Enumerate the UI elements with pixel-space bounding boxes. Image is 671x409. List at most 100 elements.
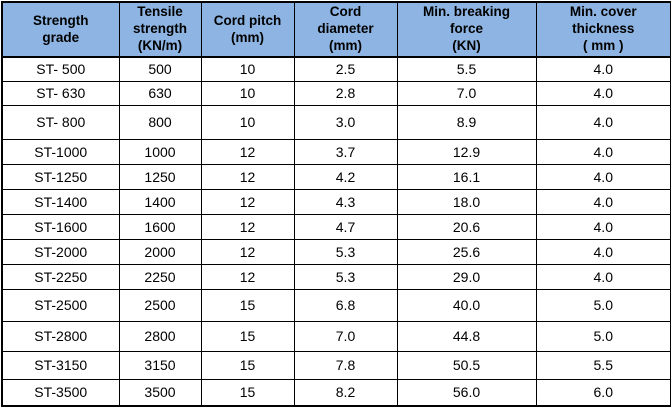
cell-cord-diameter: 4.2 [293, 163, 398, 190]
cell-min-breaking-force: 20.6 [396, 213, 537, 240]
cell-cord-pitch: 15 [200, 288, 295, 322]
table-row: ST-1000 1000 12 3.7 12.9 4.0 [1, 138, 671, 165]
table-row: ST-1400 1400 12 4.3 18.0 4.0 [1, 188, 671, 215]
table-row: ST-2250 2250 12 5.3 29.0 4.0 [1, 263, 671, 290]
cell-cord-diameter: 2.8 [293, 80, 398, 106]
cell-min-breaking-force: 8.9 [396, 104, 537, 140]
column-header-min-breaking-force: Min. breaking force (KN) [396, 1, 537, 58]
cell-tensile-strength: 3150 [118, 350, 202, 380]
cell-cord-diameter: 5.3 [293, 238, 398, 265]
cell-cord-pitch: 12 [200, 188, 295, 215]
cell-tensile-strength: 1000 [118, 138, 202, 165]
column-header-cord-pitch: Cord pitch (mm) [200, 1, 295, 58]
cell-cord-pitch: 12 [200, 213, 295, 240]
cell-min-breaking-force: 16.1 [396, 163, 537, 190]
cell-tensile-strength: 2500 [118, 288, 202, 322]
cell-cord-pitch: 10 [200, 80, 295, 106]
table-row: ST- 630 630 10 2.8 7.0 4.0 [1, 80, 671, 106]
cell-strength-grade: ST-1400 [1, 188, 120, 215]
cell-cord-pitch: 12 [200, 238, 295, 265]
cell-min-cover-thickness: 5.0 [535, 288, 671, 322]
cell-strength-grade: ST-2800 [1, 320, 120, 352]
cell-strength-grade: ST-1600 [1, 213, 120, 240]
table-row: ST-3500 3500 15 8.2 56.0 6.0 [1, 378, 671, 407]
cell-min-breaking-force: 12.9 [396, 138, 537, 165]
table-row: ST-3150 3150 15 7.8 50.5 5.5 [1, 350, 671, 380]
cell-tensile-strength: 2800 [118, 320, 202, 352]
cell-cord-pitch: 15 [200, 378, 295, 407]
column-header-strength-grade: Strength grade [1, 1, 120, 58]
cell-strength-grade: ST-3150 [1, 350, 120, 380]
table-header: Strength grade Tensile strength (KN/m) C… [1, 1, 671, 58]
cell-min-cover-thickness: 6.0 [535, 378, 671, 407]
table-row: ST-2800 2800 15 7.0 44.8 5.0 [1, 320, 671, 352]
cell-cord-diameter: 6.8 [293, 288, 398, 322]
cell-cord-diameter: 8.2 [293, 378, 398, 407]
cell-min-breaking-force: 40.0 [396, 288, 537, 322]
cell-min-cover-thickness: 4.0 [535, 163, 671, 190]
table-row: ST-2000 2000 12 5.3 25.6 4.0 [1, 238, 671, 265]
header-row: Strength grade Tensile strength (KN/m) C… [1, 1, 671, 58]
cell-cord-diameter: 7.0 [293, 320, 398, 352]
column-header-cord-diameter: Cord diameter (mm) [293, 1, 398, 58]
cell-strength-grade: ST-1250 [1, 163, 120, 190]
cell-strength-grade: ST- 630 [1, 80, 120, 106]
cell-strength-grade: ST-2000 [1, 238, 120, 265]
cell-tensile-strength: 500 [118, 56, 202, 82]
cell-min-breaking-force: 5.5 [396, 56, 537, 82]
cell-strength-grade: ST-3500 [1, 378, 120, 407]
cell-strength-grade: ST- 800 [1, 104, 120, 140]
table-row: ST-1600 1600 12 4.7 20.6 4.0 [1, 213, 671, 240]
cell-min-breaking-force: 25.6 [396, 238, 537, 265]
cell-min-breaking-force: 18.0 [396, 188, 537, 215]
cell-tensile-strength: 630 [118, 80, 202, 106]
cell-min-breaking-force: 44.8 [396, 320, 537, 352]
cell-cord-pitch: 10 [200, 56, 295, 82]
table-row: ST-2500 2500 15 6.8 40.0 5.0 [1, 288, 671, 322]
cell-cord-diameter: 4.3 [293, 188, 398, 215]
cell-strength-grade: ST-1000 [1, 138, 120, 165]
cell-strength-grade: ST-2250 [1, 263, 120, 290]
cell-tensile-strength: 1400 [118, 188, 202, 215]
cell-cord-pitch: 12 [200, 163, 295, 190]
table-row: ST- 800 800 10 3.0 8.9 4.0 [1, 104, 671, 140]
cell-tensile-strength: 800 [118, 104, 202, 140]
cell-min-cover-thickness: 4.0 [535, 263, 671, 290]
cell-tensile-strength: 1600 [118, 213, 202, 240]
cell-min-breaking-force: 7.0 [396, 80, 537, 106]
column-header-tensile-strength: Tensile strength (KN/m) [118, 1, 202, 58]
cell-min-cover-thickness: 4.0 [535, 138, 671, 165]
cell-strength-grade: ST-2500 [1, 288, 120, 322]
cell-min-breaking-force: 50.5 [396, 350, 537, 380]
cell-cord-pitch: 15 [200, 320, 295, 352]
cell-cord-diameter: 4.7 [293, 213, 398, 240]
cell-min-cover-thickness: 4.0 [535, 238, 671, 265]
cell-cord-pitch: 15 [200, 350, 295, 380]
cell-min-cover-thickness: 4.0 [535, 56, 671, 82]
cell-min-cover-thickness: 4.0 [535, 213, 671, 240]
cell-cord-diameter: 7.8 [293, 350, 398, 380]
table-body: ST- 500 500 10 2.5 5.5 4.0 ST- 630 630 10 2.8 7.0 4… [1, 56, 671, 407]
cell-cord-diameter: 3.7 [293, 138, 398, 165]
cell-tensile-strength: 1250 [118, 163, 202, 190]
cell-min-cover-thickness: 4.0 [535, 188, 671, 215]
cell-cord-diameter: 5.3 [293, 263, 398, 290]
cell-min-cover-thickness: 5.5 [535, 350, 671, 380]
cell-strength-grade: ST- 500 [1, 56, 120, 82]
cell-tensile-strength: 2000 [118, 238, 202, 265]
table-row: ST- 500 500 10 2.5 5.5 4.0 [1, 56, 671, 82]
cell-cord-pitch: 10 [200, 104, 295, 140]
cell-min-breaking-force: 29.0 [396, 263, 537, 290]
cell-cord-diameter: 2.5 [293, 56, 398, 82]
cell-cord-pitch: 12 [200, 138, 295, 165]
cell-tensile-strength: 2250 [118, 263, 202, 290]
cell-tensile-strength: 3500 [118, 378, 202, 407]
cell-min-cover-thickness: 4.0 [535, 80, 671, 106]
cell-cord-pitch: 12 [200, 263, 295, 290]
table-row: ST-1250 1250 12 4.2 16.1 4.0 [1, 163, 671, 190]
cell-min-cover-thickness: 5.0 [535, 320, 671, 352]
column-header-min-cover-thickness: Min. cover thickness ( mm ) [535, 1, 671, 58]
cell-min-breaking-force: 56.0 [396, 378, 537, 407]
